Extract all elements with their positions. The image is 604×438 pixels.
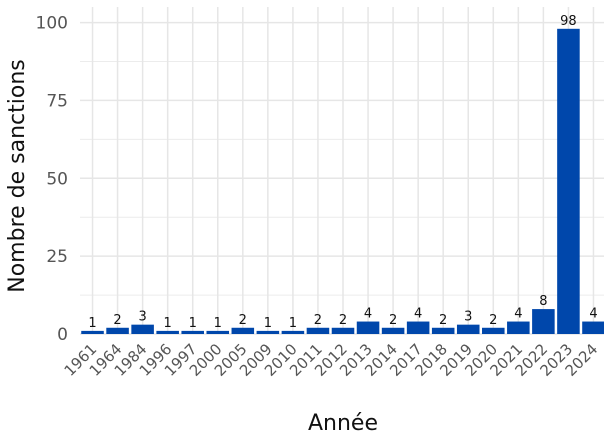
bar-2021: [507, 321, 530, 334]
bar-2011: [306, 327, 330, 334]
data-label-2012: 2: [339, 313, 347, 328]
data-label-2017: 4: [414, 307, 422, 322]
bars-group: [81, 28, 604, 335]
bar-2009: [256, 330, 280, 334]
bar-2020: [482, 327, 505, 334]
bar-1996: [156, 330, 179, 334]
bar-2013: [356, 321, 380, 334]
x-axis-title: Année: [308, 411, 378, 436]
y-tick-label: 25: [46, 247, 68, 267]
data-label-2014: 2: [389, 313, 397, 328]
data-label-1984: 3: [138, 310, 146, 325]
bar-1961: [81, 330, 104, 334]
y-axis-title: Nombre de sanctions: [5, 59, 30, 292]
data-label-2024: 4: [589, 307, 597, 322]
bar-2022: [532, 309, 555, 334]
bar-2024: [582, 321, 604, 334]
data-label-2000: 1: [214, 316, 222, 331]
y-tick-label: 0: [57, 325, 68, 345]
data-label-1964: 2: [113, 313, 121, 328]
bar-2010: [281, 330, 305, 334]
data-label-2022: 8: [539, 294, 547, 309]
y-tick-label: 50: [46, 169, 68, 189]
bar-2019: [456, 324, 480, 334]
data-label-2010: 1: [289, 316, 297, 331]
data-label-2021: 4: [514, 307, 522, 322]
data-label-2023: 98: [560, 14, 577, 29]
y-tick-label: 75: [46, 91, 68, 111]
x-axis-ticks: 1961196419841996199720002005200920102011…: [61, 340, 602, 380]
y-axis-ticks: 0 25 50 75 100: [36, 14, 68, 345]
bar-2012: [331, 327, 355, 334]
bar-2005: [231, 327, 255, 334]
data-label-1996: 1: [164, 316, 172, 331]
bar-1964: [106, 327, 129, 334]
data-label-2020: 2: [489, 313, 497, 328]
data-label-2005: 2: [239, 313, 247, 328]
data-label-2013: 4: [364, 307, 372, 322]
bar-1984: [131, 324, 154, 334]
data-label-2011: 2: [314, 313, 322, 328]
y-tick-label: 100: [36, 14, 68, 34]
bar-2023: [557, 28, 580, 335]
data-label-1997: 1: [189, 316, 197, 331]
bar-2000: [206, 330, 230, 334]
bar-1997: [181, 330, 204, 334]
data-label-2019: 3: [464, 310, 472, 325]
data-label-2018: 2: [439, 313, 447, 328]
data-label-1961: 1: [88, 316, 96, 331]
bar-2014: [381, 327, 405, 334]
bar-2017: [406, 321, 430, 334]
data-labels-group: 1 2 3 1 1 1 2 1 1 2 2 4 2 4 2 3 2 4 8 98 4: [88, 14, 597, 331]
bar-2018: [431, 327, 455, 334]
grid-lines: [80, 7, 604, 335]
data-label-2009: 1: [264, 316, 272, 331]
